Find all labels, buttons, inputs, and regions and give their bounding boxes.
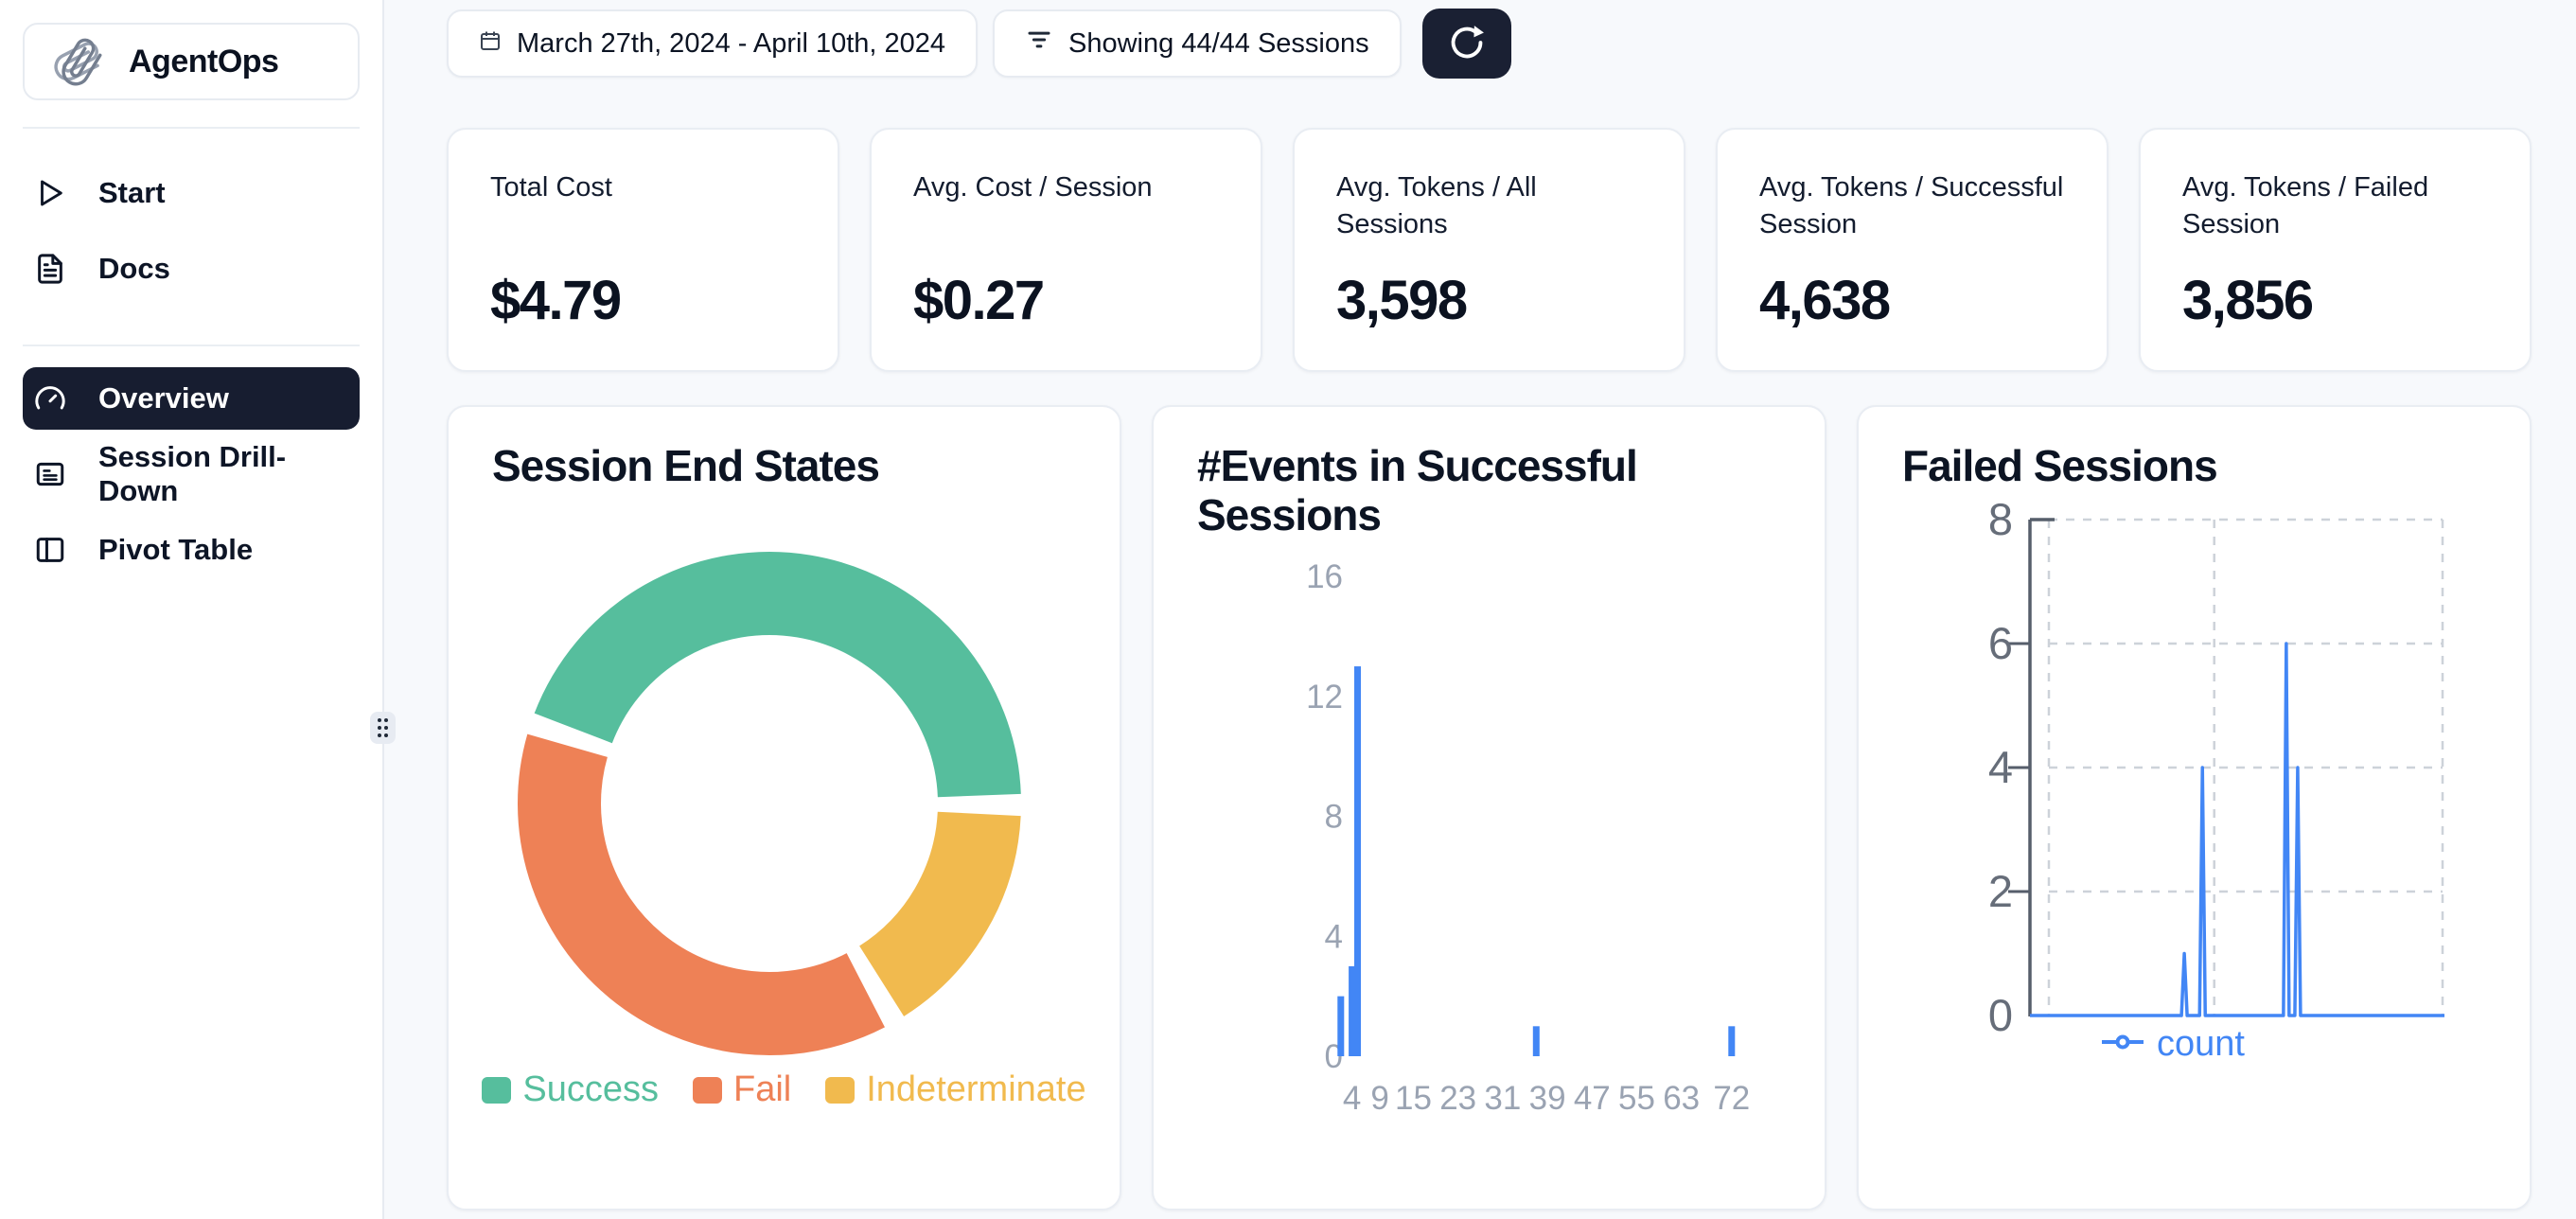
app-title: AgentOps xyxy=(129,43,279,80)
legend-label: Fail xyxy=(733,1069,792,1109)
sidebar-nav-secondary: Overview Session Drill-Down Pivot Table xyxy=(23,346,360,581)
failed-sessions-card: Failed Sessions 0 2 4 6 8 count xyxy=(1857,405,2532,1210)
sidebar-nav-primary: Start Docs xyxy=(23,129,360,307)
sidebar-item-label: Session Drill-Down xyxy=(98,440,287,507)
topbar: March 27th, 2024 - April 10th, 2024 Show… xyxy=(447,9,2538,79)
play-icon xyxy=(32,175,68,211)
svg-text:4: 4 xyxy=(1988,742,2013,792)
chart-title: #Events in Successful Sessions xyxy=(1197,441,1638,540)
stats-row: Total Cost $4.79 Avg. Cost / Session $0.… xyxy=(447,128,2538,372)
legend-swatch xyxy=(693,1076,722,1104)
svg-text:6: 6 xyxy=(1988,618,2013,668)
stat-value: 3,598 xyxy=(1336,270,1468,331)
stat-card-avg-tokens-all: Avg. Tokens / All Sessions 3,598 xyxy=(1293,128,1685,372)
failed-sessions-line-chart: 0 2 4 6 8 xyxy=(1988,494,2444,1040)
stat-label: Avg. Cost / Session xyxy=(913,172,1153,203)
legend-label: Indeterminate xyxy=(866,1069,1086,1109)
svg-text:4: 4 xyxy=(1343,1080,1361,1117)
sidebar-item-label: Start xyxy=(98,176,166,209)
stat-card-avg-tokens-successful: Avg. Tokens / Successful Session 4,638 xyxy=(1716,128,2108,372)
paperclip-logo-icon xyxy=(51,37,106,86)
sidebar-divider xyxy=(23,344,360,346)
grip-dots-icon xyxy=(378,718,388,737)
sidebar-item-session-drill-down[interactable]: Session Drill-Down xyxy=(23,440,360,507)
svg-text:39: 39 xyxy=(1529,1080,1566,1117)
sidebar-divider xyxy=(23,127,360,129)
legend-swatch xyxy=(482,1076,512,1104)
refresh-icon xyxy=(1447,23,1487,65)
stat-label: Total Cost xyxy=(490,172,612,203)
session-filter-button[interactable]: Showing 44/44 Sessions xyxy=(993,9,1402,78)
svg-text:15: 15 xyxy=(1395,1080,1432,1117)
charts-row: Session End States Success Fail Indeterm… xyxy=(447,405,2538,1210)
main-content: March 27th, 2024 - April 10th, 2024 Show… xyxy=(386,0,2576,1219)
refresh-button[interactable] xyxy=(1421,9,1511,79)
stat-card-avg-cost-session: Avg. Cost / Session $0.27 xyxy=(870,128,1262,372)
document-icon xyxy=(32,251,68,287)
count-series-legend[interactable]: count xyxy=(2100,1024,2245,1065)
stat-value: $0.27 xyxy=(913,270,1045,331)
list-details-icon xyxy=(32,456,68,492)
svg-text:8: 8 xyxy=(1325,799,1343,836)
svg-text:4: 4 xyxy=(1325,918,1343,955)
stat-value: $4.79 xyxy=(490,270,622,331)
legend-label: count xyxy=(2157,1024,2245,1064)
panel-columns-icon xyxy=(32,532,68,568)
sidebar-item-start[interactable]: Start xyxy=(23,155,360,231)
stat-value: 4,638 xyxy=(1759,270,1891,331)
sidebar-item-label: Docs xyxy=(98,252,170,285)
sidebar-resize-handle[interactable] xyxy=(370,712,396,744)
svg-text:16: 16 xyxy=(1306,558,1343,595)
chart-title: Failed Sessions xyxy=(1902,441,2218,490)
chart-title: Session End States xyxy=(492,441,880,490)
legend-item-indeterminate[interactable]: Indeterminate xyxy=(825,1069,1086,1110)
legend-item-fail[interactable]: Fail xyxy=(693,1069,791,1110)
calendar-icon xyxy=(479,28,502,60)
svg-text:0: 0 xyxy=(1988,990,2013,1040)
svg-text:2: 2 xyxy=(1988,866,2013,916)
svg-text:55: 55 xyxy=(1618,1080,1655,1117)
gauge-icon xyxy=(32,380,68,416)
events-in-successful-sessions-card: #Events in Successful Sessions 0 4 8 12 16 4 9… xyxy=(1152,405,1826,1210)
svg-text:63: 63 xyxy=(1663,1080,1700,1117)
svg-text:9: 9 xyxy=(1370,1080,1388,1117)
sidebar-item-docs[interactable]: Docs xyxy=(23,231,360,307)
filter-icon xyxy=(1025,26,1053,62)
date-range-label: March 27th, 2024 - April 10th, 2024 xyxy=(517,27,946,59)
stat-value: 3,856 xyxy=(2182,270,2314,331)
stat-label: Avg. Tokens / Failed Session xyxy=(2182,172,2429,239)
svg-text:23: 23 xyxy=(1439,1080,1476,1117)
donut-legend: Success Fail Indeterminate xyxy=(449,1069,1120,1110)
stat-label: Avg. Tokens / All Sessions xyxy=(1336,172,1537,239)
session-end-states-card: Session End States Success Fail Indeterm… xyxy=(447,405,1121,1210)
stat-label: Avg. Tokens / Successful Session xyxy=(1759,172,2064,239)
session-end-states-donut-chart xyxy=(518,552,1021,1055)
stat-card-total-cost: Total Cost $4.79 xyxy=(447,128,839,372)
app-logo[interactable]: AgentOps xyxy=(23,23,360,100)
svg-text:8: 8 xyxy=(1988,494,2013,544)
svg-text:12: 12 xyxy=(1306,679,1343,716)
sidebar-item-label: Pivot Table xyxy=(98,533,254,566)
svg-text:72: 72 xyxy=(1713,1080,1750,1117)
sidebar: AgentOps Start Docs Overvi xyxy=(0,0,384,1219)
sidebar-item-pivot-table[interactable]: Pivot Table xyxy=(23,519,360,581)
legend-label: Success xyxy=(522,1069,659,1109)
svg-text:47: 47 xyxy=(1574,1080,1611,1117)
date-range-button[interactable]: March 27th, 2024 - April 10th, 2024 xyxy=(447,9,979,78)
sidebar-item-overview[interactable]: Overview xyxy=(23,367,360,430)
legend-item-success[interactable]: Success xyxy=(482,1069,659,1110)
session-filter-label: Showing 44/44 Sessions xyxy=(1068,27,1369,59)
sidebar-item-label: Overview xyxy=(98,381,229,415)
svg-text:31: 31 xyxy=(1484,1080,1521,1117)
legend-swatch xyxy=(825,1076,856,1104)
stat-card-avg-tokens-failed: Avg. Tokens / Failed Session 3,856 xyxy=(2139,128,2532,372)
line-series-marker-icon xyxy=(2100,1034,2145,1054)
